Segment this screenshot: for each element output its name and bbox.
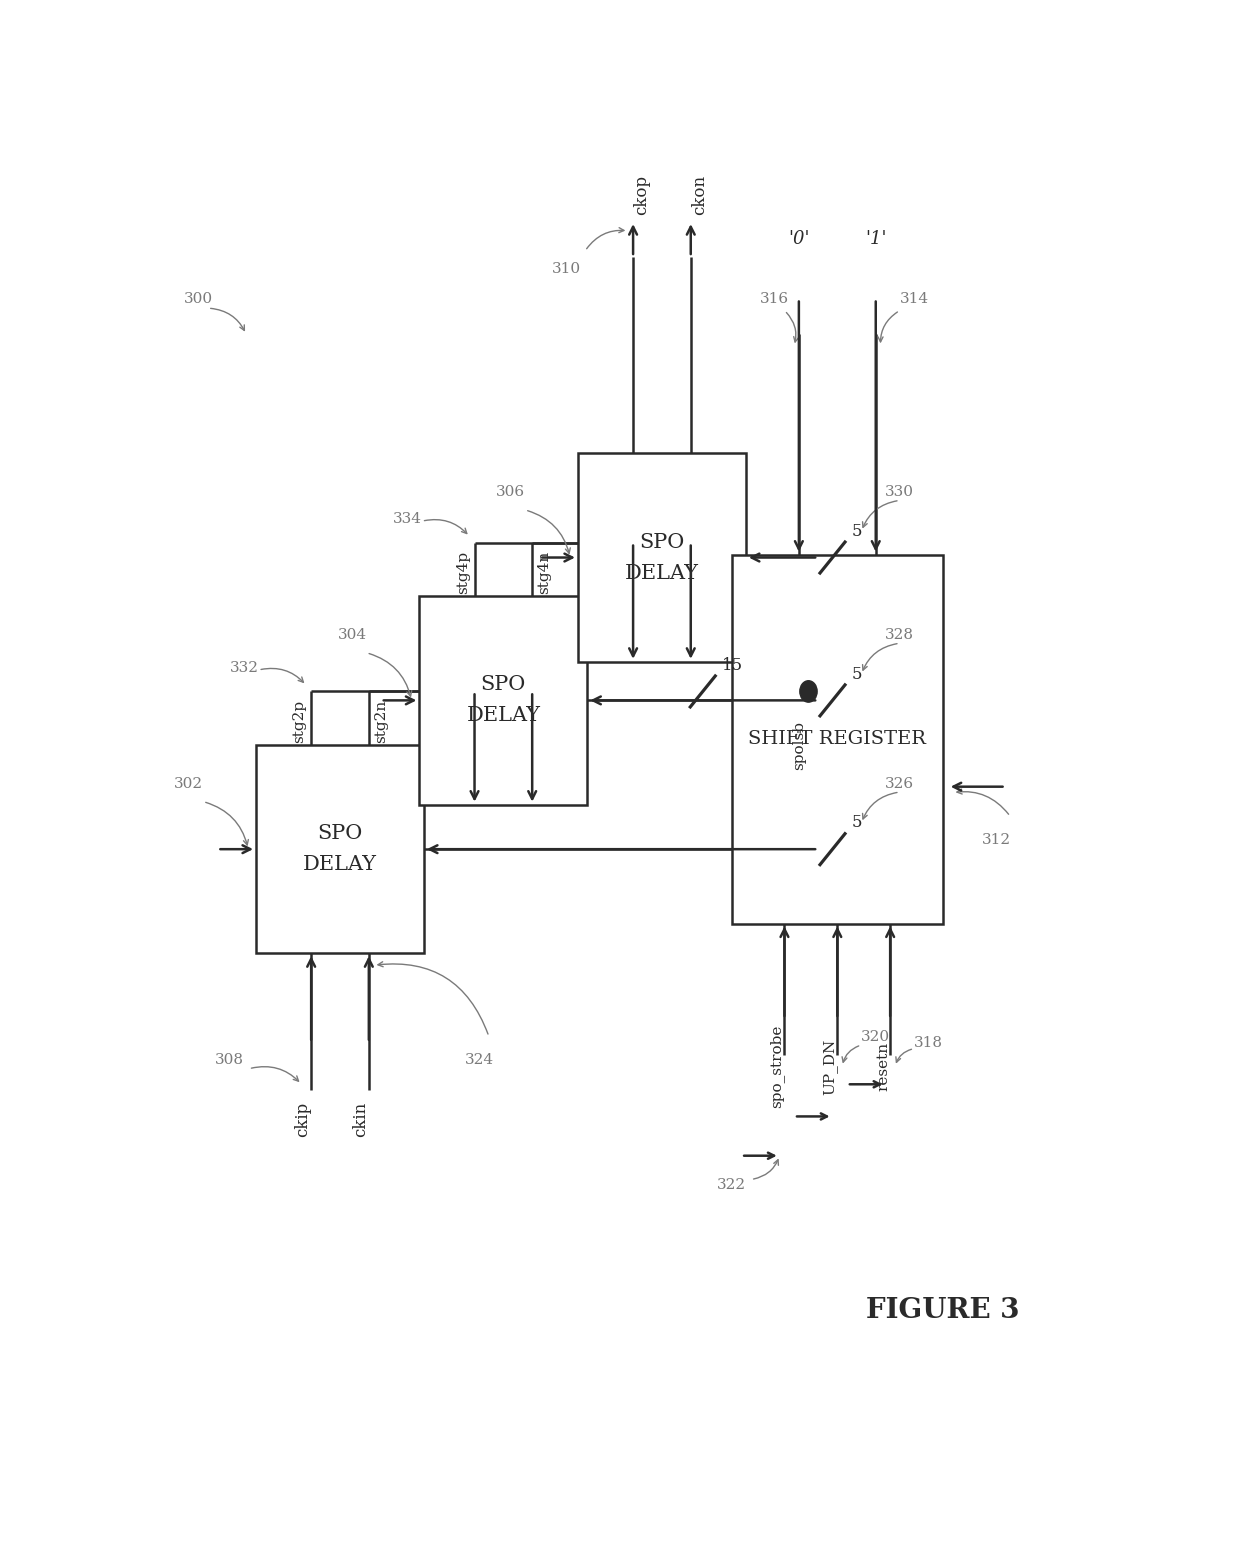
Text: ckip: ckip <box>294 1102 311 1138</box>
Text: 15: 15 <box>722 657 743 674</box>
Text: 308: 308 <box>215 1053 244 1067</box>
Text: '0': '0' <box>789 230 810 247</box>
Bar <box>255 745 424 954</box>
Text: SPO
DELAY: SPO DELAY <box>625 532 699 583</box>
Text: SHIFT REGISTER: SHIFT REGISTER <box>748 730 926 748</box>
Text: UP_DN: UP_DN <box>822 1039 837 1095</box>
Text: 316: 316 <box>760 292 789 306</box>
Text: 318: 318 <box>914 1036 944 1050</box>
Text: resetn: resetn <box>877 1042 890 1091</box>
Text: stg2n: stg2n <box>373 699 388 742</box>
Text: spo_strobe: spo_strobe <box>770 1025 785 1108</box>
Text: stg4p: stg4p <box>456 550 470 594</box>
Text: 324: 324 <box>465 1053 494 1067</box>
Text: 312: 312 <box>982 833 1011 847</box>
Text: SPO
DELAY: SPO DELAY <box>303 824 377 873</box>
Bar <box>578 453 746 662</box>
Text: 328: 328 <box>885 628 914 642</box>
Text: SPO
DELAY: SPO DELAY <box>466 676 541 725</box>
Text: 334: 334 <box>393 512 422 526</box>
Circle shape <box>800 680 817 702</box>
Text: ckin: ckin <box>352 1102 368 1138</box>
Text: 302: 302 <box>174 776 203 790</box>
Text: 320: 320 <box>862 1030 890 1044</box>
Text: FIGURE 3: FIGURE 3 <box>867 1297 1019 1323</box>
Text: stg2p: stg2p <box>293 699 306 742</box>
Text: ckop: ckop <box>634 175 650 215</box>
Bar <box>732 555 942 923</box>
Text: spolsb: spolsb <box>792 720 806 770</box>
Text: 326: 326 <box>885 776 914 790</box>
Text: 322: 322 <box>717 1178 746 1192</box>
Text: 304: 304 <box>337 628 367 642</box>
Text: '1': '1' <box>866 230 887 247</box>
Text: 300: 300 <box>184 292 213 306</box>
Text: 310: 310 <box>552 261 580 275</box>
Text: 5: 5 <box>852 523 862 540</box>
Text: ckon: ckon <box>691 175 708 215</box>
Text: 306: 306 <box>496 485 526 499</box>
Text: 332: 332 <box>229 660 258 674</box>
Bar <box>419 597 588 804</box>
Text: stg4n: stg4n <box>537 550 551 594</box>
Text: 5: 5 <box>852 666 862 683</box>
Text: 5: 5 <box>852 815 862 832</box>
Text: 314: 314 <box>900 292 929 306</box>
Text: 330: 330 <box>885 485 914 499</box>
